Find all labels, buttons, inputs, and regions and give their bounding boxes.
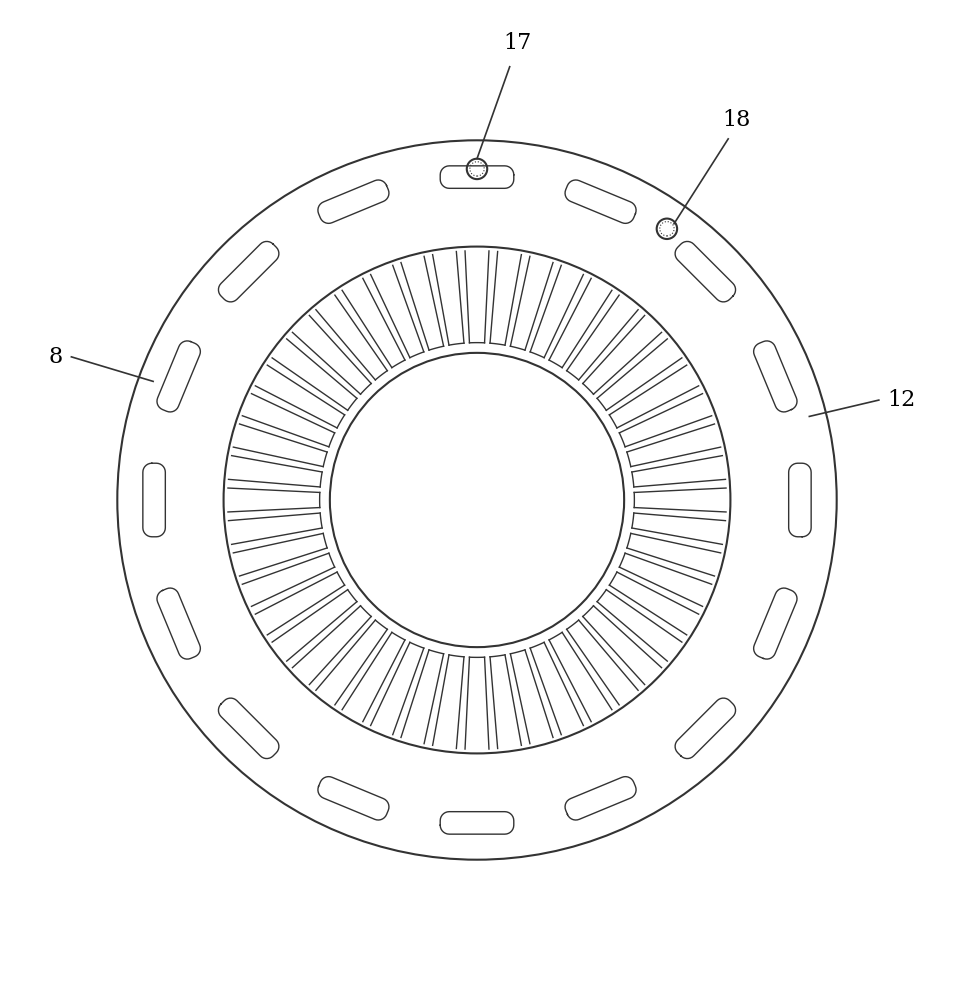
Text: 17: 17 — [503, 32, 532, 54]
Text: 18: 18 — [721, 109, 750, 131]
Text: 8: 8 — [49, 346, 63, 368]
Text: 12: 12 — [886, 389, 914, 411]
